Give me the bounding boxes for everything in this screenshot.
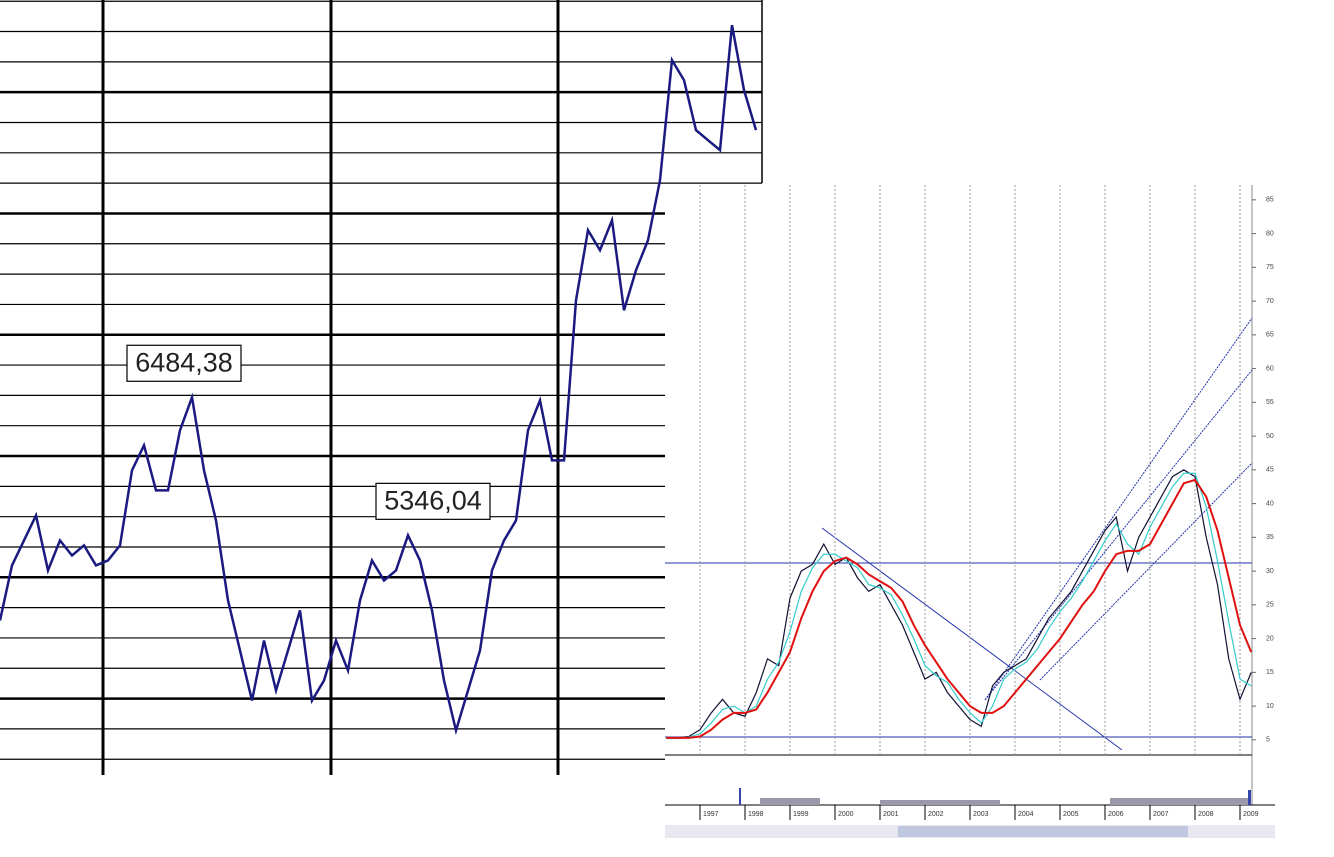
x-tick-label: 2008	[1198, 811, 1214, 818]
y-tick-label: 70	[1266, 298, 1274, 305]
y-tick-label: 10	[1266, 703, 1274, 710]
y-tick-label: 65	[1266, 332, 1274, 339]
y-tick-label: 5	[1266, 737, 1270, 744]
volume-bar	[739, 788, 741, 805]
volume-bar	[1110, 798, 1250, 805]
y-tick-label: 60	[1266, 365, 1274, 372]
value-label: 5346,04	[384, 485, 482, 515]
y-tick-label: 30	[1266, 568, 1274, 575]
x-tick-label: 2000	[838, 811, 854, 818]
x-tick-label: 1998	[748, 811, 764, 818]
trend-line	[821, 527, 1123, 751]
y-tick-label: 75	[1266, 264, 1274, 271]
value-label-box	[375, 482, 491, 520]
value-label-box	[126, 344, 242, 382]
series-line	[666, 478, 1253, 739]
x-tick-label: 2007	[1153, 811, 1169, 818]
y-tick-label: 55	[1266, 399, 1274, 406]
x-tick-label: 2006	[1108, 811, 1124, 818]
x-tick-label: 2009	[1243, 811, 1259, 818]
y-tick-label: 40	[1266, 500, 1274, 507]
trend-line	[984, 369, 1253, 701]
trend-line	[984, 317, 1253, 701]
x-tick-label: 2002	[928, 811, 944, 818]
series-line	[666, 469, 1252, 740]
volume-bar	[880, 800, 1000, 805]
y-tick-label: 50	[1266, 433, 1274, 440]
x-tick-label: 2003	[973, 811, 989, 818]
scroll-thumb[interactable]	[898, 826, 1188, 837]
x-tick-label: 2005	[1063, 811, 1079, 818]
y-tick-label: 85	[1266, 197, 1274, 204]
volume-bar	[760, 798, 820, 805]
y-tick-label: 80	[1266, 230, 1274, 237]
panel-bg	[665, 185, 1280, 845]
y-tick-label: 15	[1266, 669, 1274, 676]
value-label: 6484,38	[135, 347, 233, 377]
price-line	[0, 24, 758, 736]
y-tick-label: 45	[1266, 467, 1274, 474]
series-line	[666, 472, 1252, 740]
y-tick-label: 25	[1266, 602, 1274, 609]
x-tick-label: 1999	[793, 811, 809, 818]
y-tick-label: 20	[1266, 635, 1274, 642]
x-tick-label: 2001	[883, 811, 899, 818]
volume	[739, 788, 1251, 805]
volume-bar	[1248, 790, 1251, 805]
trend-line	[1039, 462, 1253, 681]
y-tick-label: 35	[1266, 534, 1274, 541]
x-tick-label: 1997	[703, 811, 719, 818]
x-tick-label: 2004	[1018, 811, 1034, 818]
